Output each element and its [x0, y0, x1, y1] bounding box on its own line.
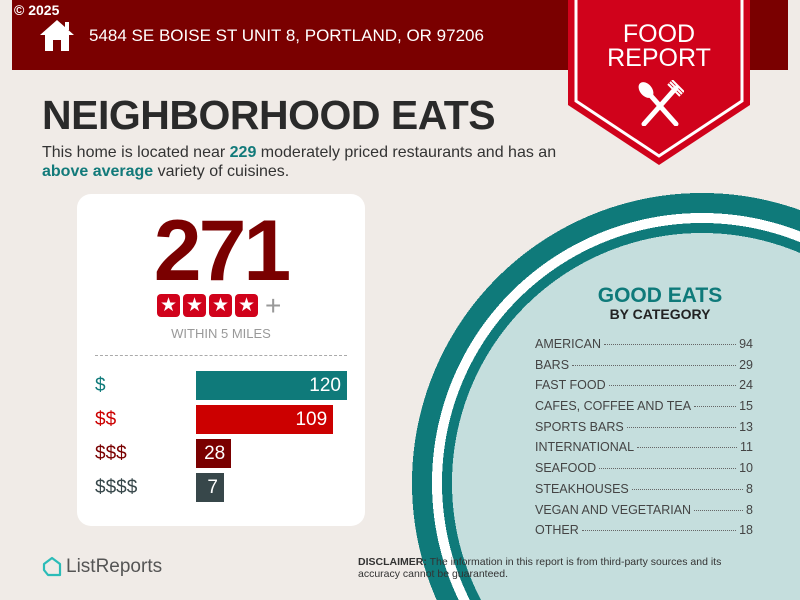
price-bar: 109 — [196, 405, 334, 434]
price-bar: 7 — [196, 473, 224, 502]
listreports-logo: ListReports — [42, 556, 162, 578]
leader-dots — [631, 488, 744, 490]
listreports-logo-icon — [42, 556, 62, 577]
categories-title: GOOD EATS — [597, 284, 723, 307]
category-item: VEGAN AND VEGETARIAN 8 — [535, 503, 753, 524]
category-item: STEAKHOUSES 8 — [535, 482, 753, 503]
category-name: VEGAN AND VEGETARIAN — [535, 502, 692, 517]
price-label: $$$$ — [95, 477, 138, 498]
category-count: 8 — [746, 481, 753, 496]
description: This home is located near 229 moderately… — [42, 143, 582, 181]
category-name: CAFES, COFFEE AND TEA — [535, 399, 692, 414]
rating-plus: + — [265, 290, 282, 321]
category-name: BARS — [535, 357, 570, 372]
summary-card: 271 ★ ★ ★ ★ + WITHIN 5 MILES $120 $$ 109 $$$ 28 $… — [77, 194, 365, 526]
category-item: FAST FOOD 24 — [535, 378, 753, 399]
leader-dots — [626, 426, 737, 428]
category-name: INTERNATIONAL — [535, 440, 635, 455]
category-item: BARS 29 — [535, 358, 753, 379]
home-icon — [40, 20, 74, 51]
category-count: 24 — [739, 378, 753, 393]
price-row: $120 — [95, 371, 355, 400]
leader-dots — [572, 364, 737, 366]
price-bar: 28 — [196, 439, 232, 468]
variety-level: above average — [42, 163, 154, 180]
badge-text: FOOD REPORT — [568, 20, 750, 72]
category-count: 8 — [746, 502, 753, 517]
category-list: AMERICAN 94 BARS 29 FAST FOOD 24 CAFES, COFFEE… — [535, 337, 753, 544]
star-icon: ★ — [157, 294, 180, 317]
category-item: SEAFOOD 10 — [535, 461, 753, 482]
leader-dots — [637, 447, 738, 449]
category-count: 18 — [739, 523, 753, 538]
logo-text: ListReports — [66, 556, 163, 577]
category-name: AMERICAN — [535, 337, 601, 351]
price-row: $$ 109 — [95, 405, 355, 434]
leader-dots — [599, 468, 737, 470]
food-report-badge — [568, 0, 750, 165]
disclaimer-text: The information in this report is from t… — [358, 556, 722, 580]
price-label: $$$ — [95, 443, 127, 464]
total-restaurants: 271 — [153, 203, 292, 299]
property-address: 5484 SE BOISE ST UNIT 8, PORTLAND, OR 97… — [89, 26, 484, 45]
restaurant-count: 229 — [229, 144, 257, 161]
price-row: $$$$ 7 — [95, 473, 355, 502]
page-title: NEIGHBORHOOD EATS — [42, 92, 496, 138]
category-count: 11 — [740, 440, 753, 455]
divider — [95, 355, 347, 356]
fork-spoon-icon — [638, 80, 684, 126]
desc-text: moderately priced restaurants and has an — [256, 144, 557, 161]
category-item: SPORTS BARS 13 — [535, 420, 753, 441]
desc-text: This home is located near — [42, 144, 230, 161]
price-row: $$$ 28 — [95, 439, 355, 468]
category-count: 94 — [739, 337, 753, 351]
category-name: STEAKHOUSES — [535, 481, 629, 496]
price-label: $$ — [95, 409, 117, 430]
category-count: 10 — [739, 461, 753, 476]
disclaimer-label: DISCLAIMER: — [358, 556, 427, 568]
badge-line2: REPORT — [607, 44, 711, 72]
leader-dots — [581, 530, 737, 532]
star-icon: ★ — [183, 294, 206, 317]
badge-line1: FOOD — [622, 20, 696, 48]
star-icon: ★ — [209, 294, 232, 317]
category-count: 15 — [739, 399, 753, 414]
leader-dots — [694, 509, 744, 511]
star-rating: ★ ★ ★ ★ + — [157, 290, 282, 321]
leader-dots — [608, 385, 737, 387]
copyright: © 2025 — [14, 2, 60, 18]
price-bar: 120 — [196, 371, 347, 400]
category-count: 29 — [739, 357, 753, 372]
within-label: WITHIN 5 MILES — [171, 326, 271, 341]
leader-dots — [694, 406, 737, 408]
category-circle — [400, 190, 800, 600]
category-item: CAFES, COFFEE AND TEA 15 — [535, 399, 753, 420]
categories-subtitle: BY CATEGORY — [609, 306, 711, 322]
category-name: FAST FOOD — [535, 378, 606, 393]
category-count: 13 — [739, 419, 753, 434]
category-item: AMERICAN 94 — [535, 337, 753, 358]
star-icon: ★ — [235, 294, 258, 317]
category-name: SEAFOOD — [535, 461, 597, 476]
price-label: $ — [95, 375, 106, 396]
category-item: INTERNATIONAL 11 — [535, 440, 753, 461]
category-item: OTHER 18 — [535, 523, 753, 544]
category-name: SPORTS BARS — [535, 419, 624, 434]
leader-dots — [603, 344, 737, 345]
desc-text: variety of cuisines. — [153, 163, 290, 180]
category-name: OTHER — [535, 523, 579, 538]
disclaimer: DISCLAIMER: The information in this repo… — [358, 556, 758, 580]
